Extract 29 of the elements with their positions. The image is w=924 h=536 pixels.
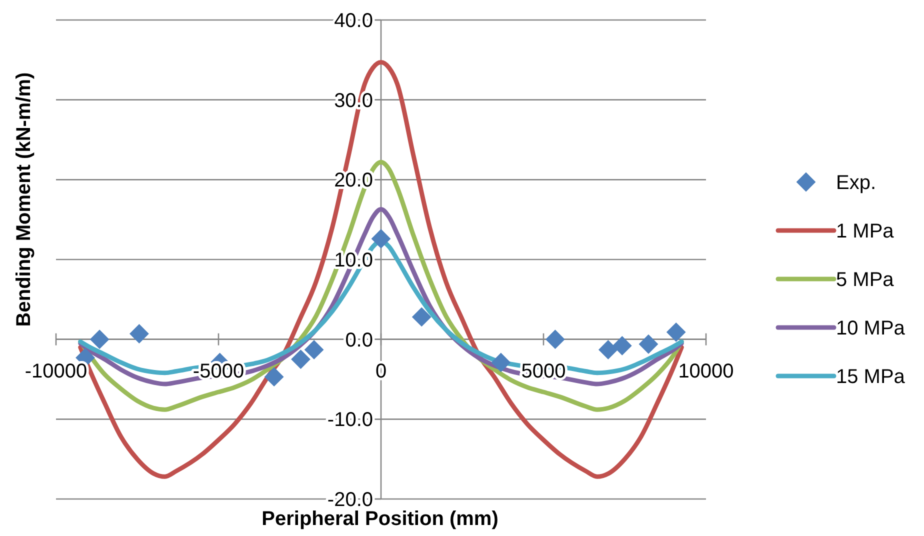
point <box>304 340 324 360</box>
point <box>371 229 391 248</box>
point <box>638 334 658 354</box>
x-tick-label: 5000 <box>521 360 566 383</box>
y-tick-label: 40.0 <box>334 10 373 32</box>
point <box>598 340 618 360</box>
x-tick-label: 10000 <box>678 360 734 383</box>
legend-label: 15 MPa <box>836 366 906 388</box>
legend-label: Exp. <box>836 172 876 194</box>
point <box>264 367 284 387</box>
y-tick-label: -10.0 <box>327 409 373 432</box>
point <box>130 324 149 344</box>
point <box>546 330 565 350</box>
y-axis-title: Bending Moment (kN-m/m) <box>13 72 35 327</box>
point <box>412 307 432 327</box>
point <box>90 330 110 350</box>
point <box>491 352 511 372</box>
x-tick-label: -10000 <box>24 360 88 383</box>
x-axis-title: Peripheral Position (mm) <box>262 508 498 530</box>
legend-label: 1 MPa <box>836 220 895 242</box>
legend-label: 10 MPa <box>836 318 906 340</box>
y-tick-label: 0.0 <box>345 329 373 352</box>
y-tick-label: -20.0 <box>327 489 373 511</box>
x-tick-label: -5000 <box>192 360 244 383</box>
x-tick-label: 0 <box>375 360 387 383</box>
point <box>291 350 310 369</box>
point <box>666 322 686 342</box>
point <box>612 336 632 356</box>
legend-label: 5 MPa <box>836 269 895 291</box>
